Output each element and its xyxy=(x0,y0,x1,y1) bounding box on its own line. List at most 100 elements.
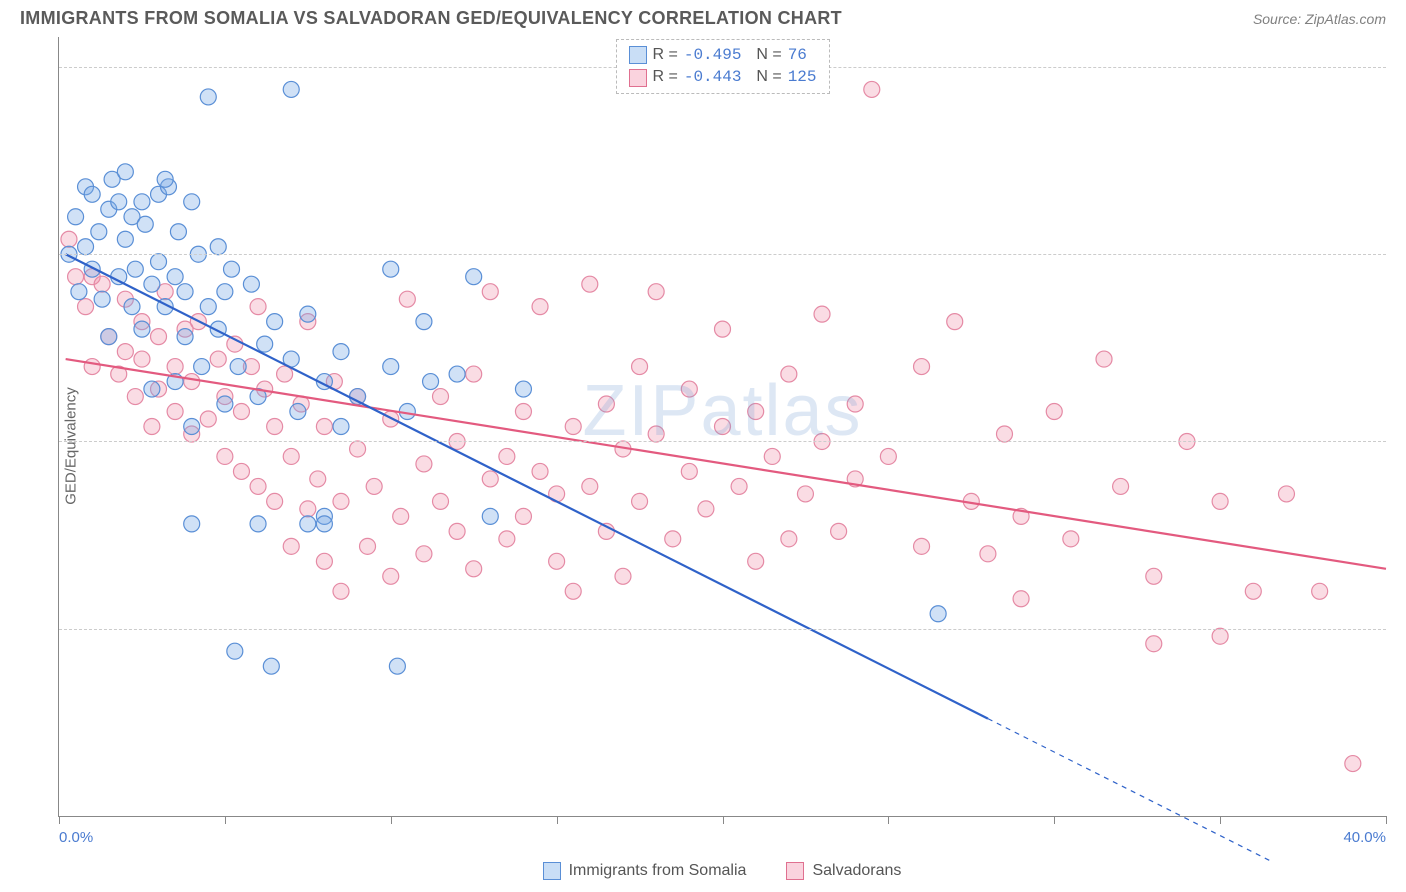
data-point xyxy=(184,516,200,532)
data-point xyxy=(167,269,183,285)
data-point xyxy=(117,344,133,360)
xtick xyxy=(1054,816,1055,824)
data-point xyxy=(61,231,77,247)
data-point xyxy=(532,299,548,315)
data-point xyxy=(210,351,226,367)
data-point xyxy=(360,538,376,554)
data-point xyxy=(499,531,515,547)
data-point xyxy=(389,658,405,674)
data-point xyxy=(101,329,117,345)
data-point xyxy=(1063,531,1079,547)
ytick-label: 87.5% xyxy=(1396,246,1406,263)
data-point xyxy=(515,508,531,524)
data-point xyxy=(68,269,84,285)
xtick xyxy=(391,816,392,824)
data-point xyxy=(111,194,127,210)
data-point xyxy=(157,171,173,187)
legend-item-pink: Salvadorans xyxy=(786,862,901,880)
data-point xyxy=(290,404,306,420)
swatch-pink-icon xyxy=(786,862,804,880)
trend-line xyxy=(988,719,1270,861)
data-point xyxy=(333,344,349,360)
data-point xyxy=(144,276,160,292)
data-point xyxy=(84,186,100,202)
data-point xyxy=(1212,628,1228,644)
gridline xyxy=(59,629,1386,630)
chart-title: IMMIGRANTS FROM SOMALIA VS SALVADORAN GE… xyxy=(20,8,842,29)
data-point xyxy=(515,381,531,397)
data-point xyxy=(482,284,498,300)
data-point xyxy=(598,396,614,412)
data-point xyxy=(1013,591,1029,607)
data-point xyxy=(565,419,581,435)
ytick-label: 62.5% xyxy=(1396,620,1406,637)
data-point xyxy=(433,493,449,509)
data-point xyxy=(333,583,349,599)
chart-source: Source: ZipAtlas.com xyxy=(1253,11,1386,27)
ytick-label: 75.0% xyxy=(1396,433,1406,450)
data-point xyxy=(144,419,160,435)
data-point xyxy=(549,553,565,569)
data-point xyxy=(632,493,648,509)
data-point xyxy=(582,478,598,494)
data-point xyxy=(68,209,84,225)
data-point xyxy=(864,81,880,97)
data-point xyxy=(698,501,714,517)
data-point xyxy=(947,314,963,330)
data-point xyxy=(283,81,299,97)
data-point xyxy=(134,351,150,367)
data-point xyxy=(423,374,439,390)
data-point xyxy=(1046,404,1062,420)
data-point xyxy=(71,284,87,300)
data-point xyxy=(914,359,930,375)
data-point xyxy=(111,269,127,285)
data-point xyxy=(200,89,216,105)
data-point xyxy=(632,359,648,375)
data-point xyxy=(1278,486,1294,502)
data-point xyxy=(267,493,283,509)
data-point xyxy=(91,224,107,240)
trend-line xyxy=(66,359,1386,569)
data-point xyxy=(681,463,697,479)
data-point xyxy=(665,531,681,547)
data-point xyxy=(263,658,279,674)
data-point xyxy=(300,501,316,517)
data-point xyxy=(233,404,249,420)
data-point xyxy=(515,404,531,420)
data-point xyxy=(1096,351,1112,367)
gridline xyxy=(59,441,1386,442)
data-point xyxy=(127,389,143,405)
legend-item-blue: Immigrants from Somalia xyxy=(543,862,747,880)
data-point xyxy=(194,359,210,375)
data-point xyxy=(416,314,432,330)
data-point xyxy=(233,463,249,479)
data-point xyxy=(250,299,266,315)
xtick xyxy=(1220,816,1221,824)
data-point xyxy=(681,381,697,397)
xtick-label: 40.0% xyxy=(1343,829,1386,846)
data-point xyxy=(250,516,266,532)
data-point xyxy=(831,523,847,539)
data-point xyxy=(78,239,94,255)
xtick xyxy=(723,816,724,824)
data-point xyxy=(615,568,631,584)
data-point xyxy=(880,448,896,464)
data-point xyxy=(350,441,366,457)
ytick-label: 100.0% xyxy=(1396,58,1406,75)
data-point xyxy=(565,583,581,599)
data-point xyxy=(300,516,316,532)
data-point xyxy=(167,404,183,420)
data-point xyxy=(383,359,399,375)
data-point xyxy=(482,508,498,524)
data-point xyxy=(1345,756,1361,772)
data-point xyxy=(1245,583,1261,599)
data-point xyxy=(316,553,332,569)
data-point xyxy=(151,254,167,270)
data-point xyxy=(267,314,283,330)
data-point xyxy=(648,284,664,300)
swatch-pink-icon xyxy=(629,69,647,87)
data-point xyxy=(715,419,731,435)
data-point xyxy=(416,546,432,562)
data-point xyxy=(781,531,797,547)
data-point xyxy=(764,448,780,464)
